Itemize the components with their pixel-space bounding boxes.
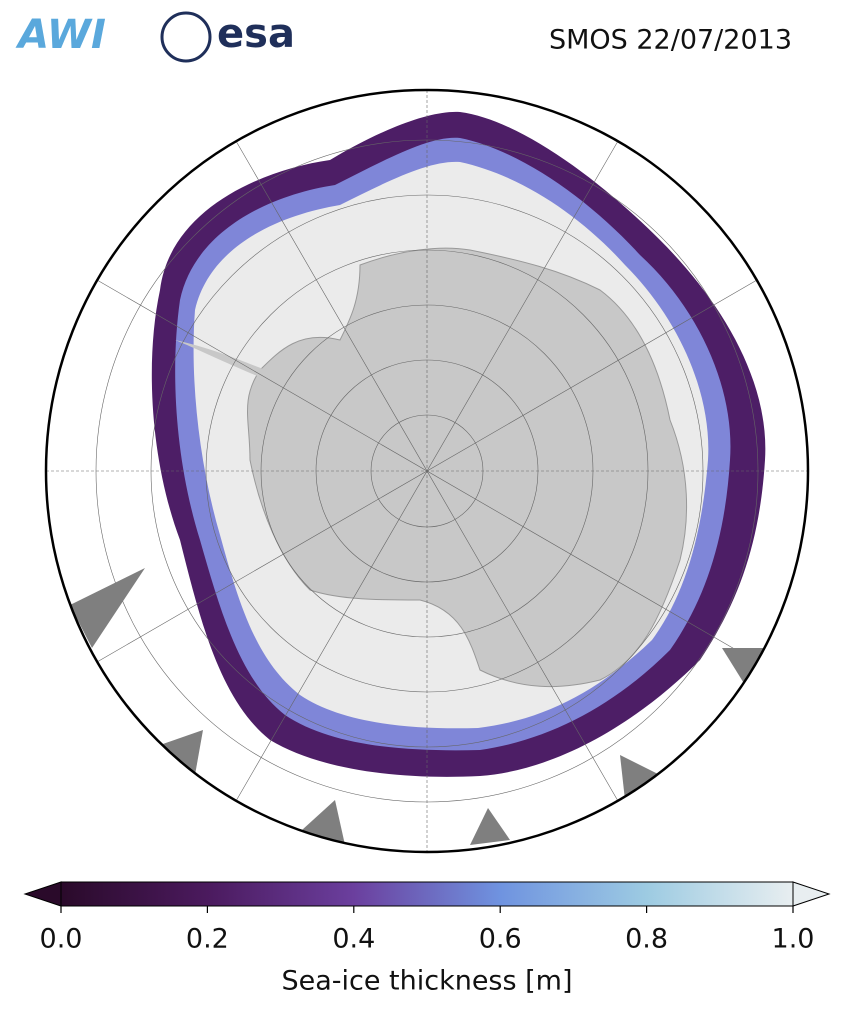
esa-logo-mark: [160, 11, 212, 63]
colorbar-fill: [60, 881, 794, 907]
extend-low: [23, 881, 62, 907]
colorbar-tick-label: 0.6: [479, 924, 522, 955]
antarctica: [247, 247, 688, 688]
graticule: [46, 90, 808, 852]
map-title: SMOS 22/07/2013: [549, 25, 792, 56]
colorbar-tick-label: 0.4: [332, 924, 375, 955]
colorbar-tick-label: 1.0: [772, 924, 815, 955]
antarctic-peninsula: [175, 340, 340, 388]
colorbar-tick-label: 0.8: [625, 924, 668, 955]
colorbar-tick-label: 0.0: [40, 924, 83, 955]
colorbar-tick-label: 0.2: [186, 924, 229, 955]
esa-logo: esa: [217, 11, 295, 57]
colorbar: 0.0 0.2 0.4 0.6 0.8 1.0: [23, 881, 831, 955]
map-boundary: [44, 88, 810, 854]
missing-data: [70, 568, 765, 845]
awi-logo: AWI: [15, 12, 106, 58]
extend-high: [792, 881, 831, 907]
colorbar-label: Sea-ice thickness [m]: [281, 966, 572, 997]
map: [46, 90, 808, 852]
